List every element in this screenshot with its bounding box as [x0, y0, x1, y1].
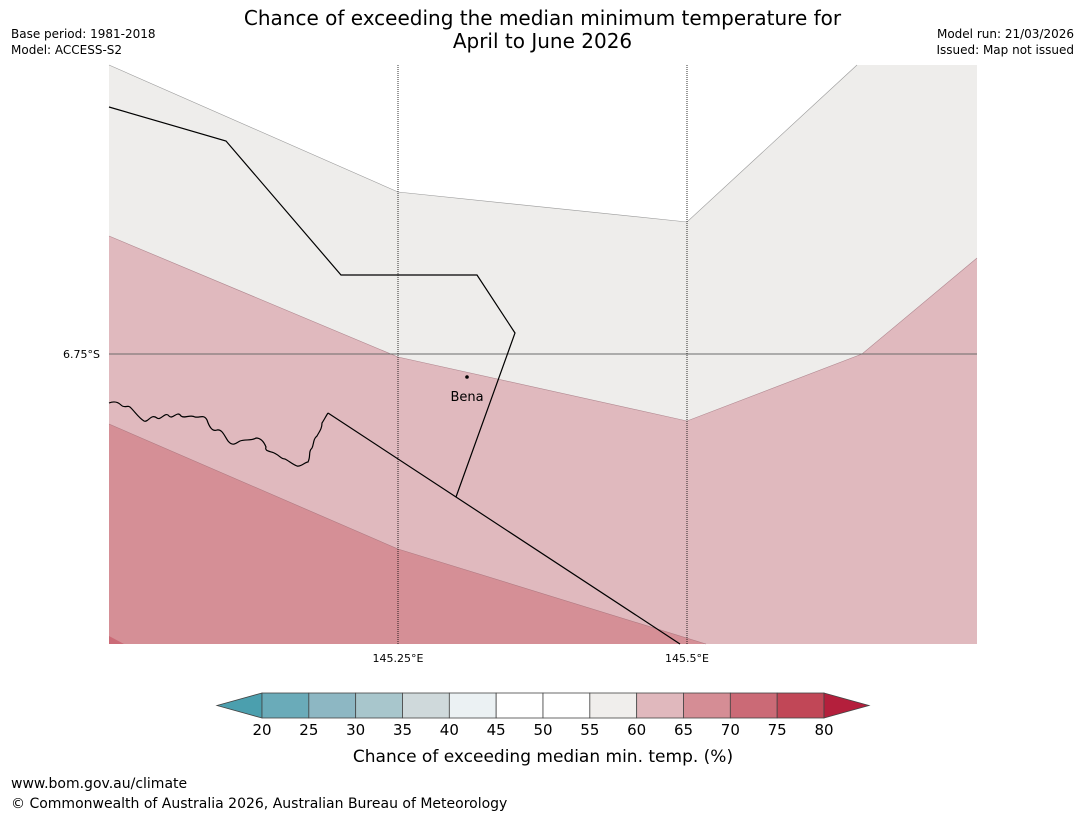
- place-label-bena: Bena: [450, 390, 483, 405]
- legend-segment: [495, 692, 544, 719]
- model-info: Base period: 1981-2018 Model: ACCESS-S2: [11, 26, 156, 58]
- legend-tick-label: 30: [346, 721, 365, 739]
- bena-marker: [465, 375, 469, 379]
- province-boundary: [108, 106, 516, 498]
- legend-segment: [729, 692, 778, 719]
- footer-copyright: © Commonwealth of Australia 2026, Austra…: [11, 796, 508, 812]
- model-name: Model: ACCESS-S2: [11, 43, 123, 57]
- footer-url: www.bom.gov.au/climate: [11, 776, 188, 792]
- longitude-label: 145.25°E: [373, 652, 424, 665]
- legend-segment: [308, 692, 357, 719]
- legend-extend-high: [823, 692, 871, 719]
- legend-segment: [636, 692, 684, 719]
- longitude-label: 145.5°E: [665, 652, 709, 665]
- model-run: Model run: 21/03/2026: [936, 27, 1074, 41]
- legend-extend-low: [215, 692, 263, 719]
- river-line: [108, 401, 329, 467]
- footer: www.bom.gov.au/climate © Commonwealth of…: [11, 774, 507, 814]
- legend-tick-label: 65: [674, 721, 693, 739]
- legend-tick-label: 20: [252, 721, 271, 739]
- legend-tick-label: 35: [393, 721, 412, 739]
- contour-line: [108, 64, 858, 223]
- legend-segment: [542, 692, 591, 719]
- legend-tick-label: 80: [814, 721, 833, 739]
- legend-tick-labels: 20 25 30 35 40 45 50 55 60 65 70 75 80: [252, 721, 833, 739]
- legend-title: Chance of exceeding median min. temp. (%…: [353, 747, 733, 767]
- zone-65-70: [109, 424, 706, 644]
- map-title: Chance of exceeding the median minimum t…: [0, 7, 1085, 53]
- base-period: Base period: 1981-2018: [11, 27, 156, 41]
- legend-tick-label: 45: [487, 721, 506, 739]
- legend-tick-label: 75: [768, 721, 787, 739]
- legend-segment: [589, 692, 638, 719]
- province-boundary: [327, 412, 681, 645]
- latitude-label: 6.75°S: [63, 348, 100, 361]
- legend-segment: [355, 692, 403, 719]
- zone-70-75: [109, 636, 124, 644]
- legend-tick-label: 25: [299, 721, 318, 739]
- legend-tick-label: 50: [533, 721, 552, 739]
- legend-tick-label: 40: [440, 721, 459, 739]
- title-line-1: Chance of exceeding the median minimum t…: [243, 6, 842, 30]
- legend-segment: [683, 692, 731, 719]
- legend-segment: [261, 692, 310, 719]
- legend-segment: [776, 692, 825, 719]
- issued-status: Issued: Map not issued: [936, 43, 1074, 57]
- legend-tick-label: 55: [580, 721, 599, 739]
- title-line-2: April to June 2026: [452, 29, 633, 53]
- legend-colorbar: [215, 692, 871, 719]
- legend-tick-label: 60: [627, 721, 646, 739]
- legend-segment: [402, 692, 450, 719]
- run-info: Model run: 21/03/2026 Issued: Map not is…: [936, 26, 1074, 58]
- legend-segment: [448, 692, 497, 719]
- legend-tick-label: 70: [721, 721, 740, 739]
